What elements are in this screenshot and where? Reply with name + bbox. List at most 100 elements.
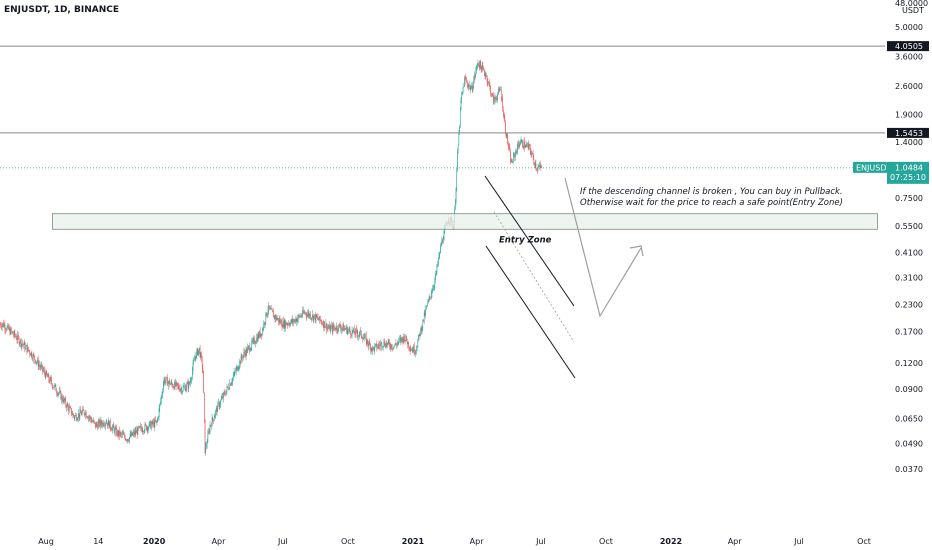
candle-body xyxy=(155,419,156,422)
candle-body xyxy=(481,65,483,72)
candle-body xyxy=(484,73,486,77)
candle-body xyxy=(529,144,530,146)
y-tick-label: 0.1700 xyxy=(895,328,923,337)
candle-body xyxy=(42,370,44,371)
candle-body xyxy=(24,342,26,350)
candle-body xyxy=(477,63,479,65)
candle-body xyxy=(32,357,33,360)
candle-body xyxy=(415,351,417,353)
candle-body xyxy=(154,419,156,427)
candle-body xyxy=(406,335,407,342)
candle-body xyxy=(479,64,480,68)
candle-body xyxy=(88,416,90,418)
candle-body xyxy=(117,430,118,436)
candle-body xyxy=(322,323,323,325)
level-tag-text: 1.5453 xyxy=(895,129,923,138)
candle-body xyxy=(6,326,8,330)
candle-body xyxy=(310,314,311,319)
candle-body xyxy=(73,413,74,417)
candle-body xyxy=(158,408,160,418)
candle-body xyxy=(166,377,168,378)
candle-body xyxy=(527,144,528,146)
y-tick-label: 0.0900 xyxy=(895,385,923,394)
candle-body xyxy=(459,126,460,133)
candle-body xyxy=(56,393,58,395)
candle-body xyxy=(432,288,433,293)
candle-body xyxy=(381,342,383,348)
candle-body xyxy=(74,416,76,419)
candle-body xyxy=(46,371,47,375)
candle-body xyxy=(278,319,280,323)
candle-body xyxy=(371,348,373,351)
candle-body xyxy=(270,308,272,310)
candle-body xyxy=(67,404,69,407)
candle-body xyxy=(251,340,252,348)
candle-body xyxy=(229,383,231,389)
candle-body xyxy=(524,141,525,148)
candle-body xyxy=(304,312,306,314)
candle-body xyxy=(464,77,465,87)
candle-body xyxy=(269,305,270,309)
candle-body xyxy=(283,321,284,328)
candle-body xyxy=(114,428,116,434)
candle-body xyxy=(30,352,32,356)
candle-body xyxy=(107,422,108,426)
candle-body xyxy=(407,342,409,345)
candle-body xyxy=(172,384,173,387)
y-tick-label: 2.6000 xyxy=(895,82,923,91)
candle-body xyxy=(500,89,501,91)
candle-body xyxy=(290,322,291,326)
candle-body xyxy=(461,94,462,101)
candle-body xyxy=(515,151,517,153)
candle-body xyxy=(330,327,332,332)
candle-body xyxy=(165,377,167,381)
candle-body xyxy=(247,346,249,348)
candle-body xyxy=(532,153,533,154)
candle-body xyxy=(27,346,29,351)
candle-body xyxy=(498,89,500,90)
candle-body xyxy=(469,85,470,86)
candle-body xyxy=(374,345,376,351)
candle-body xyxy=(84,414,86,416)
candle-body xyxy=(498,89,499,95)
candle-body xyxy=(435,272,437,274)
candle-body xyxy=(234,372,236,373)
candle-body xyxy=(509,147,511,151)
candle-body xyxy=(105,423,106,426)
candle-body xyxy=(400,338,402,342)
candle-body xyxy=(217,403,219,413)
candle-body xyxy=(122,433,123,435)
candle-body xyxy=(218,402,219,404)
candle-body xyxy=(499,89,501,91)
candle-body xyxy=(10,328,11,335)
candle-body xyxy=(534,162,535,166)
candle-body xyxy=(528,144,530,149)
level-tag-bg xyxy=(887,41,929,52)
candle-body xyxy=(197,348,199,355)
candle-body xyxy=(475,71,477,76)
candle-body xyxy=(521,140,523,141)
drawings-layer: Entry Zone If the descending channel is b… xyxy=(0,45,885,379)
candle-body xyxy=(518,145,520,147)
candle-body xyxy=(480,61,482,67)
candle-body xyxy=(189,382,190,385)
candle-body xyxy=(294,319,296,321)
candle-body xyxy=(474,75,476,76)
candle-body xyxy=(283,320,285,328)
candle-body xyxy=(102,421,103,426)
candle-body xyxy=(512,154,514,162)
candle-body xyxy=(389,342,390,347)
candle-body xyxy=(44,369,45,374)
candle-body xyxy=(428,299,429,302)
candle-body xyxy=(136,430,137,434)
candle-body xyxy=(222,396,224,399)
candle-body xyxy=(404,340,406,342)
candle-body xyxy=(246,349,248,353)
candle-body xyxy=(66,404,68,408)
candle-body xyxy=(136,430,138,435)
candle-body xyxy=(95,423,97,428)
candle-body xyxy=(81,413,82,415)
candle-body xyxy=(431,292,433,295)
candle-body xyxy=(68,406,69,412)
